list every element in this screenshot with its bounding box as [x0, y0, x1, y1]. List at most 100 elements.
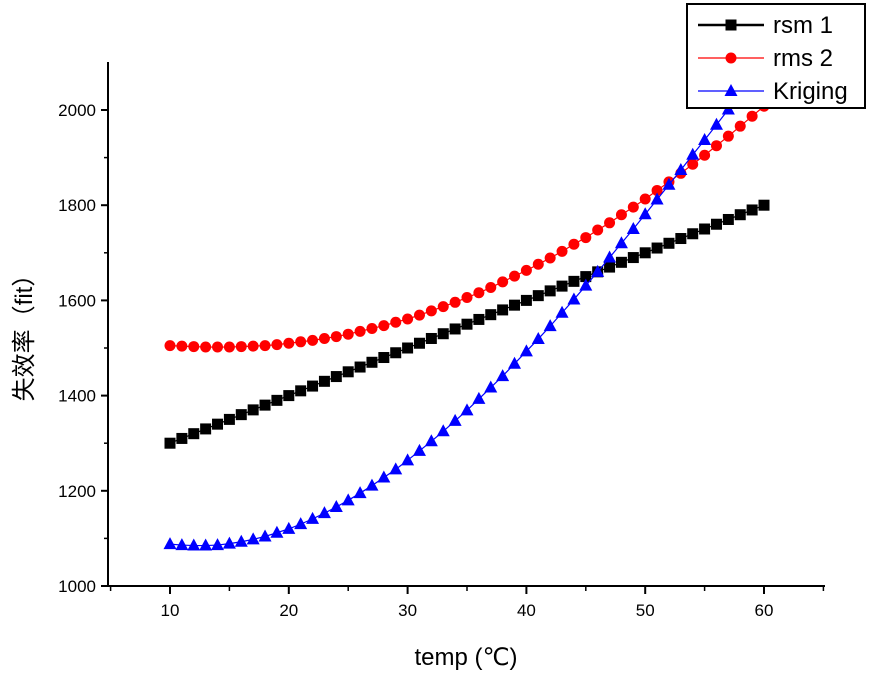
data-point	[722, 130, 734, 142]
data-point	[461, 318, 473, 330]
data-point	[722, 213, 734, 225]
data-point	[650, 192, 664, 205]
data-point	[604, 217, 616, 229]
data-point	[271, 339, 283, 351]
data-point	[746, 110, 758, 122]
data-point	[223, 413, 235, 425]
data-point	[531, 331, 545, 344]
data-point	[211, 538, 225, 551]
data-point	[674, 162, 688, 175]
data-point	[473, 313, 485, 325]
data-point	[675, 233, 687, 245]
data-point	[709, 117, 723, 130]
data-point	[258, 529, 272, 542]
y-tick-label: 1400	[58, 387, 96, 406]
data-point	[283, 337, 295, 349]
data-point	[199, 538, 213, 551]
data-point	[402, 313, 414, 325]
data-point	[366, 322, 378, 334]
data-point	[567, 292, 581, 305]
data-point	[294, 517, 308, 530]
data-point	[699, 149, 711, 161]
data-point	[437, 301, 449, 313]
data-point	[473, 287, 485, 299]
data-point	[615, 256, 627, 268]
data-point	[175, 538, 189, 551]
data-point	[556, 245, 568, 257]
legend-marker	[725, 52, 737, 64]
legend-label: rsm 1	[773, 12, 833, 39]
data-point	[484, 380, 498, 393]
data-point	[235, 341, 247, 353]
data-point	[295, 385, 307, 397]
data-point	[389, 462, 403, 475]
x-tick-label: 50	[636, 601, 655, 620]
data-point	[472, 391, 486, 404]
data-point	[758, 199, 770, 211]
y-tick-label: 1600	[58, 291, 96, 310]
data-point	[604, 261, 616, 273]
data-point	[579, 278, 593, 291]
y-tick-label: 1200	[58, 482, 96, 501]
data-point	[436, 424, 450, 437]
data-point	[342, 366, 354, 378]
data-point	[412, 443, 426, 456]
y-axis-title: 失效率（fit）	[11, 263, 38, 402]
data-point	[580, 232, 592, 244]
data-point	[687, 228, 699, 240]
data-point	[627, 201, 639, 213]
legend-label: Kriging	[773, 78, 848, 105]
legend-marker	[724, 84, 738, 96]
data-point	[377, 470, 391, 483]
data-point	[365, 478, 379, 491]
data-point	[651, 184, 663, 196]
x-tick-label: 30	[398, 601, 417, 620]
data-point	[247, 404, 259, 416]
data-point	[615, 209, 627, 221]
data-point	[163, 537, 177, 550]
data-point	[497, 276, 509, 288]
data-point	[390, 316, 402, 328]
series-circle	[164, 100, 770, 353]
data-point	[448, 413, 462, 426]
data-point	[176, 432, 188, 444]
data-point	[424, 434, 438, 447]
data-point	[734, 120, 746, 132]
data-point	[532, 258, 544, 270]
x-tick-label: 60	[755, 601, 774, 620]
data-point	[568, 238, 580, 250]
data-point	[591, 264, 605, 277]
data-point	[460, 403, 474, 416]
data-point	[222, 536, 236, 549]
data-point	[520, 294, 532, 306]
data-point	[496, 369, 510, 382]
data-point	[437, 328, 449, 340]
legend-label: rms 2	[773, 45, 833, 72]
series-triangle	[163, 56, 771, 551]
data-point	[544, 285, 556, 297]
data-point	[449, 323, 461, 335]
data-point	[378, 352, 390, 364]
data-point	[246, 532, 260, 545]
data-point	[746, 204, 758, 216]
data-point	[188, 341, 200, 353]
data-point	[176, 340, 188, 352]
x-axis-title: temp (℃)	[415, 644, 518, 671]
data-point	[638, 207, 652, 220]
data-point	[603, 250, 617, 263]
data-point	[509, 270, 521, 282]
data-point	[390, 347, 402, 359]
data-point	[283, 390, 295, 402]
data-point	[627, 252, 639, 264]
data-point	[342, 328, 354, 340]
data-point	[270, 525, 284, 538]
data-point	[164, 437, 176, 449]
data-point	[461, 292, 473, 304]
data-point	[532, 290, 544, 302]
x-tick-label: 40	[517, 601, 536, 620]
data-point	[519, 344, 533, 357]
data-point	[592, 224, 604, 236]
data-point	[555, 305, 569, 318]
x-ticks: 10 20 30 40 50 60	[109, 586, 825, 620]
